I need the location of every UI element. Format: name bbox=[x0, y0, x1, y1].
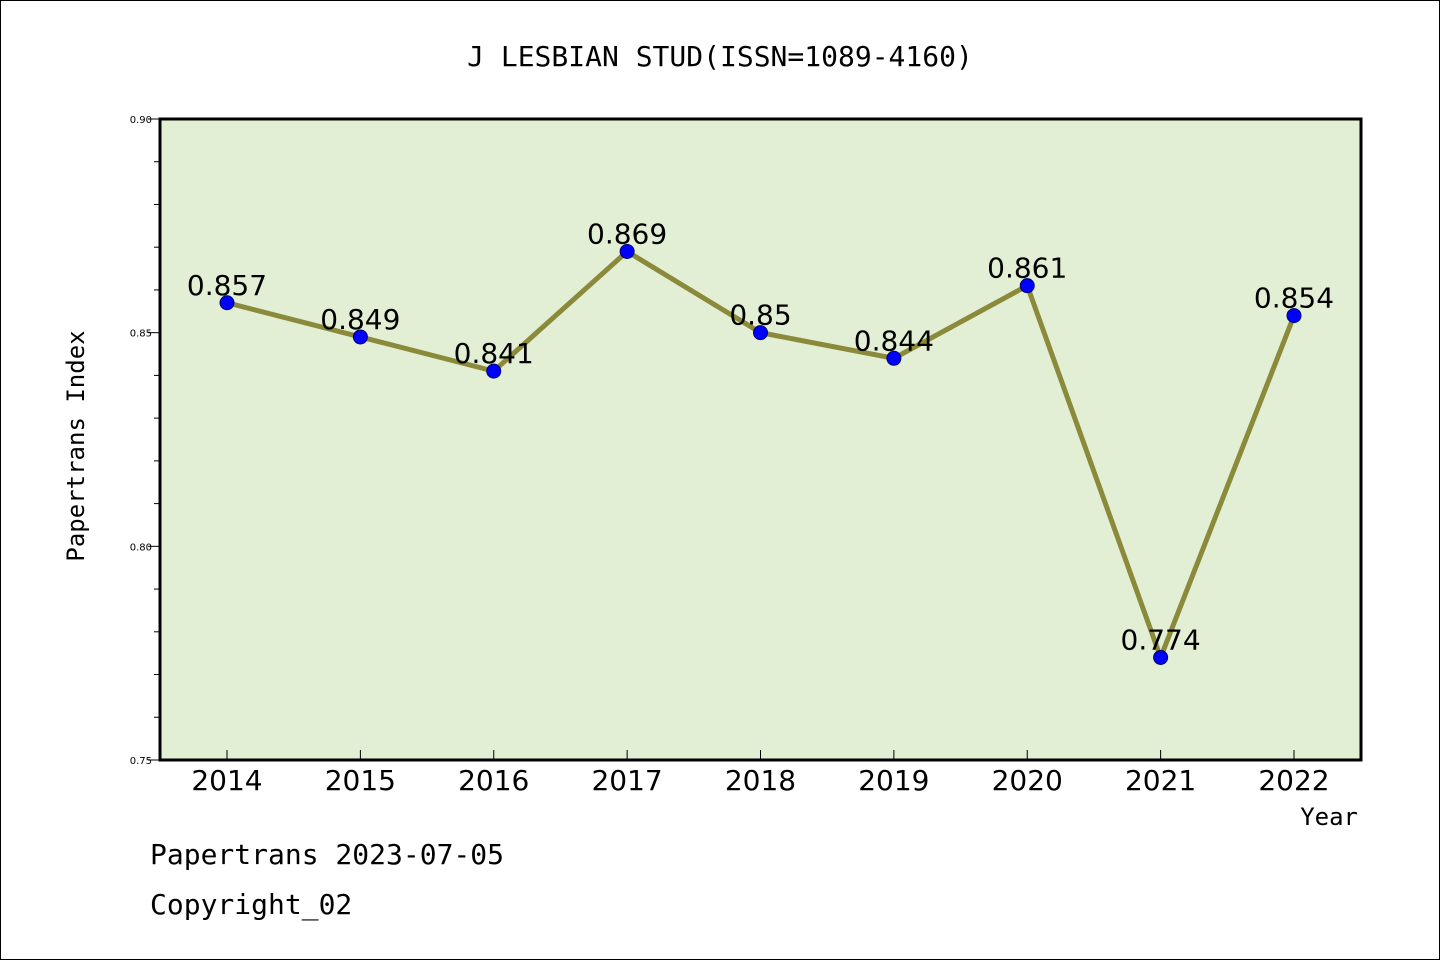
data-points bbox=[219, 243, 1302, 665]
data-label: 0.841 bbox=[454, 337, 534, 370]
data-label: 0.844 bbox=[854, 324, 934, 357]
data-label: 0.85 bbox=[729, 299, 791, 332]
y-axis-label: Papertrans Index bbox=[62, 330, 90, 561]
y-tick-label: 0.80 bbox=[130, 542, 152, 553]
data-point bbox=[753, 325, 768, 341]
x-tick-label: 2019 bbox=[858, 764, 929, 797]
x-tick-label: 2018 bbox=[725, 764, 796, 797]
x-tick-label: 2014 bbox=[191, 764, 262, 797]
x-tick-label: 2016 bbox=[458, 764, 529, 797]
data-point bbox=[486, 363, 502, 379]
x-tick-label: 2015 bbox=[325, 764, 396, 797]
data-point bbox=[352, 329, 368, 345]
data-point bbox=[219, 295, 235, 311]
chart-title: J LESBIAN STUD(ISSN=1089-4160) bbox=[467, 40, 973, 73]
data-point bbox=[1286, 308, 1302, 324]
footer-date: Papertrans 2023-07-05 bbox=[150, 838, 504, 871]
y-tick-label: 0.90 bbox=[130, 115, 152, 126]
data-point bbox=[886, 350, 902, 366]
x-axis: 2014 2015 2016 2017 2018 2019 2020 2021 2022 bbox=[191, 750, 1330, 797]
x-tick-label: 2022 bbox=[1258, 764, 1329, 797]
data-label: 0.774 bbox=[1121, 623, 1201, 656]
data-label: 0.869 bbox=[587, 217, 667, 250]
data-label: 0.849 bbox=[320, 303, 400, 336]
y-tick-label: 0.75 bbox=[130, 756, 152, 767]
x-tick-label: 2020 bbox=[992, 764, 1063, 797]
y-tick-label: 0.85 bbox=[130, 329, 152, 340]
data-label: 0.854 bbox=[1254, 282, 1334, 315]
data-label: 0.861 bbox=[987, 252, 1067, 285]
x-axis-label: Year bbox=[1300, 803, 1358, 831]
x-tick-label: 2017 bbox=[591, 764, 662, 797]
data-point bbox=[1019, 278, 1035, 294]
data-point bbox=[619, 243, 635, 259]
y-axis: 0.75 0.80 0.85 0.90 bbox=[130, 115, 160, 767]
data-point bbox=[1153, 649, 1169, 665]
plot-area bbox=[158, 117, 1363, 762]
x-tick-label: 2021 bbox=[1125, 764, 1196, 797]
data-label: 0.857 bbox=[187, 269, 267, 302]
footer-copyright: Copyright_02 bbox=[150, 888, 352, 922]
data-labels: 0.857 0.849 0.841 0.869 0.85 0.844 0.861 0.774 0… bbox=[187, 217, 1334, 656]
